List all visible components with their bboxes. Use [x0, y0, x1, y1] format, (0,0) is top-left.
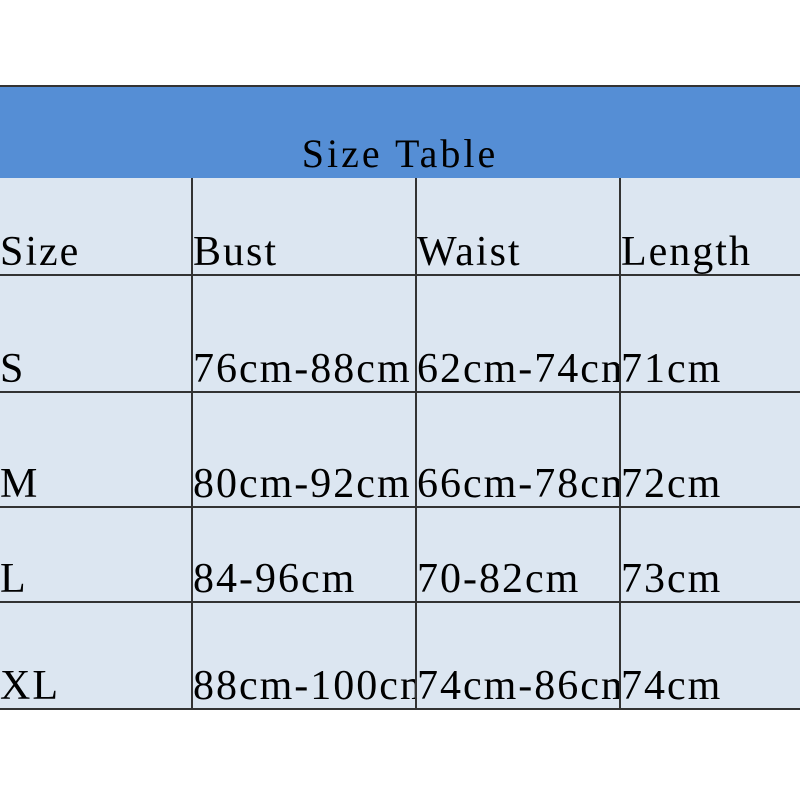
cell-text: S — [0, 346, 26, 392]
cell-text: 88cm-100cm — [193, 663, 417, 709]
table-cell: 80cm-92cm — [193, 393, 417, 508]
table-cell: L — [0, 508, 193, 603]
cell-text: 66cm-78cm — [417, 461, 621, 507]
cell-text: 84-96cm — [193, 556, 357, 602]
table-cell: 70-82cm — [417, 508, 621, 603]
table-cell: 76cm-88cm — [193, 276, 417, 393]
cell-text: 74cm-86cm — [417, 663, 621, 709]
cell-text: Size — [0, 229, 81, 275]
cell-text: 74cm — [621, 663, 723, 709]
cell-text: Waist — [417, 229, 522, 275]
table-title-band — [0, 85, 800, 178]
column-header: Length — [621, 178, 800, 276]
table-title: Size Table — [301, 131, 499, 176]
cell-text: M — [0, 461, 40, 507]
table-cell: 74cm-86cm — [417, 603, 621, 710]
table-cell: 71cm — [621, 276, 800, 393]
cell-text: 76cm-88cm — [193, 346, 412, 392]
cell-text: 72cm — [621, 461, 723, 507]
column-header: Size — [0, 178, 193, 276]
cell-text: 80cm-92cm — [193, 461, 412, 507]
table-cell: 72cm — [621, 393, 800, 508]
cell-text: L — [0, 556, 28, 602]
cell-text: 62cm-74cm — [417, 346, 621, 392]
table-cell: 88cm-100cm — [193, 603, 417, 710]
cell-text: Length — [621, 229, 752, 275]
column-header: Waist — [417, 178, 621, 276]
table-cell: M — [0, 393, 193, 508]
table-cell: 74cm — [621, 603, 800, 710]
table-cell: S — [0, 276, 193, 393]
cell-text: XL — [0, 663, 60, 709]
table-cell: 66cm-78cm — [417, 393, 621, 508]
cell-text: 73cm — [621, 556, 723, 602]
cell-text: 70-82cm — [417, 556, 581, 602]
cell-text: Bust — [193, 229, 279, 275]
column-header: Bust — [193, 178, 417, 276]
table-cell: XL — [0, 603, 193, 710]
table-cell: 84-96cm — [193, 508, 417, 603]
table-cell: 62cm-74cm — [417, 276, 621, 393]
table-cell: 73cm — [621, 508, 800, 603]
cell-text: 71cm — [621, 346, 723, 392]
